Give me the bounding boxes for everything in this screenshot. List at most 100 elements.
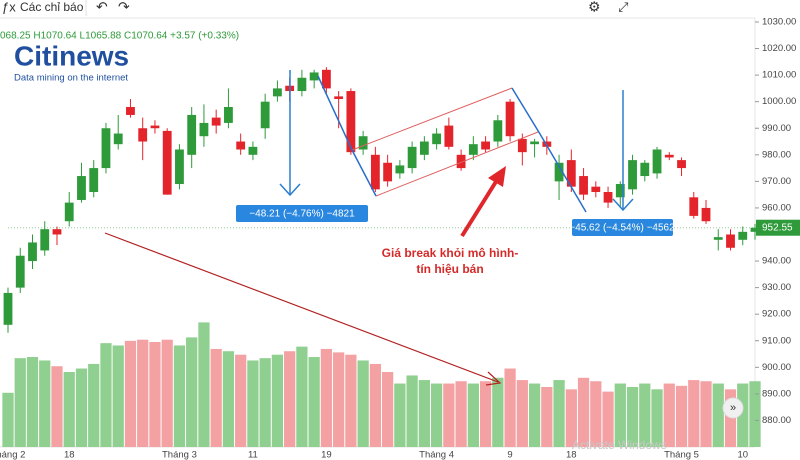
volume-bar [222, 351, 235, 447]
candle-body [701, 207, 711, 222]
volume-bar [51, 366, 63, 447]
volume-bar [749, 381, 761, 447]
y-tick-label: 1030.00 [762, 17, 796, 28]
candle-body [248, 146, 258, 155]
volume-bar [112, 345, 124, 447]
volume-bar [284, 351, 296, 447]
arrow-head [612, 198, 634, 212]
candle-body [260, 101, 270, 129]
candle-body [738, 231, 748, 240]
y-tick-label: 1010.00 [762, 70, 796, 81]
y-tick-label: 970.00 [762, 176, 791, 187]
undo-icon[interactable]: ↶ [96, 0, 108, 15]
volume-bar [259, 358, 271, 447]
volume-bar [406, 375, 418, 447]
volume-bar [504, 368, 516, 447]
y-tick-label: 880.00 [762, 415, 791, 426]
volume-bar [149, 342, 161, 447]
volume-bar [100, 343, 112, 447]
volume-bar [553, 380, 565, 447]
volume-bar [492, 377, 504, 447]
volume-bar [210, 348, 222, 447]
y-tick-label: 890.00 [762, 388, 791, 399]
volume-bar [467, 383, 479, 447]
volume-bar [602, 391, 614, 447]
y-tick-label: 1020.00 [762, 43, 796, 54]
candle-body [419, 141, 429, 155]
indicators-button[interactable]: Các chỉ báo [20, 0, 84, 14]
x-tick-label: 11 [248, 450, 258, 460]
volume-bar [124, 340, 137, 447]
candle-body [346, 91, 356, 153]
volume-bar [186, 337, 198, 447]
volume-bar [675, 385, 688, 447]
candle-body [530, 141, 539, 145]
candle-body [370, 154, 380, 190]
fullscreen-icon[interactable]: ⤢ [618, 0, 628, 14]
y-tick-label: 990.00 [762, 123, 791, 134]
volume-bar [333, 352, 345, 447]
y-tick-label: 980.00 [762, 149, 791, 160]
channel-lower [375, 131, 539, 197]
measure-label: −45.62 (−4.54%) −4562 [569, 223, 675, 234]
last-price-label: 952.55 [762, 222, 793, 233]
candle-body [640, 162, 650, 177]
volume-bar [394, 383, 406, 447]
candle-body [689, 197, 699, 216]
x-tick-label: Tháng 2 [0, 450, 25, 460]
arrow-head [279, 183, 301, 197]
candle-body [444, 125, 454, 147]
y-tick-label: 910.00 [762, 335, 791, 346]
candle-body [273, 88, 282, 97]
y-tick-label: 920.00 [762, 309, 791, 320]
y-tick-label: 900.00 [762, 362, 791, 373]
volume-bar [63, 372, 75, 447]
volume-bar [382, 372, 394, 447]
trend-line [511, 87, 587, 213]
candle-body [726, 234, 735, 248]
scroll-icon[interactable]: » [730, 402, 736, 414]
candle-body [493, 120, 503, 142]
settings-icon[interactable]: ⚙ [588, 0, 601, 15]
scroll-button[interactable] [722, 397, 744, 419]
candle-body [383, 162, 393, 182]
x-tick-label: 18 [64, 450, 75, 460]
y-tick-label: 940.00 [762, 256, 791, 267]
measure-label: −48.21 (−4.76%) −4821 [249, 209, 355, 220]
volume-bar [700, 381, 712, 447]
volume-bar [516, 380, 528, 447]
candle-layer [3, 67, 760, 333]
candle-body [554, 162, 564, 182]
pointer-line [104, 232, 499, 383]
candle-body [15, 255, 25, 288]
volume-bar [479, 381, 492, 447]
candle-body [505, 101, 515, 137]
candle-body [603, 191, 613, 203]
candle-body [321, 69, 331, 89]
volume-bar [541, 387, 553, 447]
candle-body [309, 72, 319, 81]
x-tick-label: Tháng 3 [162, 450, 197, 460]
candle-body [652, 149, 662, 174]
measure-label-box [572, 219, 673, 236]
y-tick-label: 930.00 [762, 282, 791, 293]
volume-bar [271, 354, 284, 447]
volume-bar [663, 383, 675, 447]
volume-bar [626, 387, 639, 447]
volume-bar [235, 354, 247, 447]
volume-bar [712, 383, 724, 447]
redo-icon[interactable]: ↷ [118, 0, 130, 15]
candle-body [468, 144, 478, 155]
candle-body [175, 149, 184, 185]
candle-body [89, 168, 99, 192]
volume-bar [296, 346, 308, 447]
fx-icon[interactable]: ƒx [2, 0, 16, 14]
candle-body [3, 292, 13, 325]
x-tick-label: 18 [566, 450, 577, 460]
candle-body [297, 77, 307, 92]
volume-bar [688, 380, 700, 447]
candle-body [77, 176, 86, 200]
volume-bar [528, 383, 541, 447]
volume-bar [443, 383, 455, 447]
